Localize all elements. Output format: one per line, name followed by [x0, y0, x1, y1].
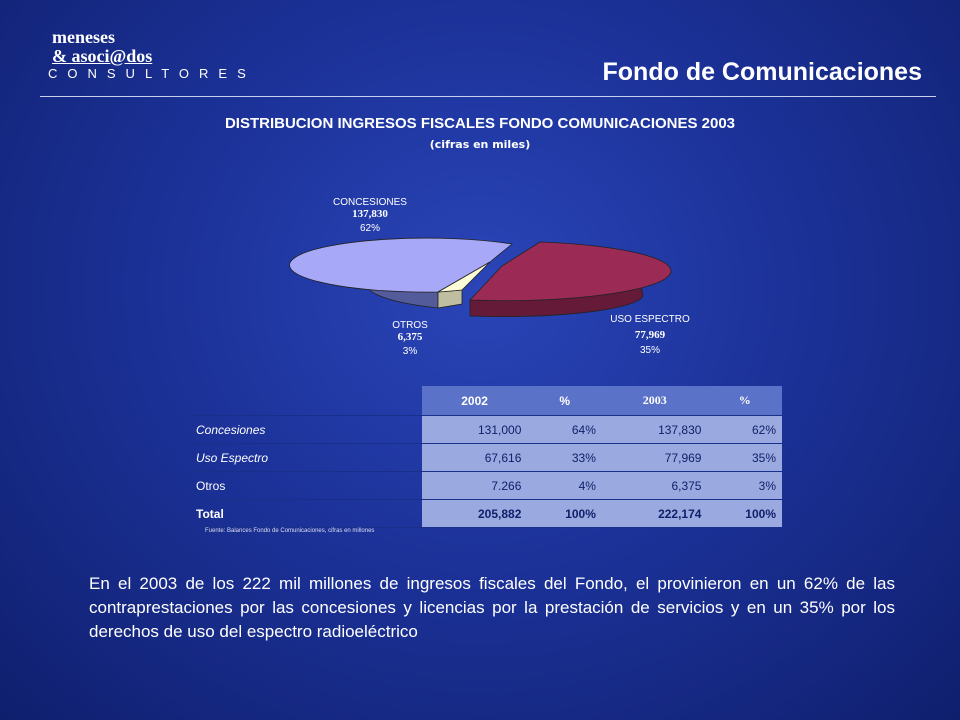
- row-pct-2003: 35%: [707, 443, 782, 472]
- row-name: Uso Espectro: [190, 443, 422, 472]
- table-source-note: Fuente: Balances Fondo de Comunicaciones…: [205, 528, 375, 534]
- chart-title: DISTRIBUCION INGRESOS FISCALES FONDO COM…: [224, 115, 736, 132]
- label-espectro-value: 77,969: [634, 329, 666, 341]
- label-espectro: USO ESPECTRO 77,969 35%: [595, 314, 705, 356]
- row-value-2002: 131,000: [421, 415, 528, 444]
- label-otros-percent: 3%: [402, 346, 418, 357]
- table-header-pct-2002: %: [527, 386, 602, 416]
- table-total-row: Total 205,882 100% 222,174 100%: [190, 499, 782, 528]
- row-value-2003: 222,174: [601, 499, 708, 528]
- row-pct-2003: 62%: [707, 415, 782, 444]
- company-logo: meneses & asoci@dos CONSULTORES: [48, 27, 256, 82]
- label-concesiones-percent: 62%: [359, 223, 380, 234]
- pie-slice-concesiones: [289, 237, 513, 293]
- chart-subtitle: (cifras en miles): [429, 138, 531, 151]
- label-concesiones-value: 137,830: [352, 208, 388, 220]
- table-row: Otros 7.266 4% 6,375 3%: [190, 471, 782, 500]
- logo-line-3: CONSULTORES: [48, 66, 256, 81]
- row-pct-2002: 33%: [527, 443, 602, 472]
- label-otros-value: 6,375: [397, 331, 423, 343]
- row-pct-2003: 3%: [707, 471, 782, 500]
- row-name: Concesiones: [190, 415, 422, 444]
- row-value-2002: 205,882: [421, 499, 528, 528]
- table-header-empty: [190, 386, 422, 416]
- row-pct-2003: 100%: [707, 499, 782, 528]
- table-row: Uso Espectro 67,616 33% 77,969 35%: [190, 443, 782, 472]
- label-espectro-percent: 35%: [639, 345, 660, 356]
- slide-title: Fondo de Comunicaciones: [602, 58, 922, 86]
- pie-side-otros: [437, 289, 463, 309]
- label-concesiones: CONCESIONES 137,830 62%: [330, 197, 410, 234]
- row-value-2003: 77,969: [601, 443, 708, 472]
- table-row: Concesiones 131,000 64% 137,830 62%: [190, 415, 782, 444]
- label-otros: OTROS 6,375 3%: [385, 320, 435, 357]
- label-concesiones-name: CONCESIONES: [333, 197, 407, 208]
- row-value-2002: 7.266: [421, 471, 528, 500]
- label-otros-name: OTROS: [392, 320, 428, 331]
- pie-slice-espectro: [469, 241, 672, 302]
- row-pct-2002: 100%: [527, 499, 602, 528]
- logo-line-2: & asoci@dos: [52, 46, 153, 66]
- row-value-2003: 137,830: [601, 415, 708, 444]
- label-espectro-name: USO ESPECTRO: [610, 314, 690, 325]
- data-table: 2002 % 2003 % Concesiones 131,000 64% 13…: [190, 386, 782, 528]
- row-value-2002: 67,616: [421, 443, 528, 472]
- row-value-2003: 6,375: [601, 471, 708, 500]
- summary-paragraph: En el 2003 de los 222 mil millones de in…: [89, 574, 895, 641]
- table-header-row: 2002 % 2003 %: [190, 386, 782, 416]
- table-header-2002: 2002: [421, 386, 528, 416]
- pie-slice-otros: [437, 261, 491, 293]
- pie-chart: [289, 237, 672, 318]
- logo-line-1: meneses: [52, 27, 115, 47]
- row-name: Total: [190, 499, 422, 528]
- row-pct-2002: 4%: [527, 471, 602, 500]
- table-header-2003: 2003: [601, 386, 708, 416]
- table-header-pct-2003: %: [707, 386, 782, 416]
- row-pct-2002: 64%: [527, 415, 602, 444]
- header-divider: [40, 96, 936, 97]
- row-name: Otros: [190, 471, 422, 500]
